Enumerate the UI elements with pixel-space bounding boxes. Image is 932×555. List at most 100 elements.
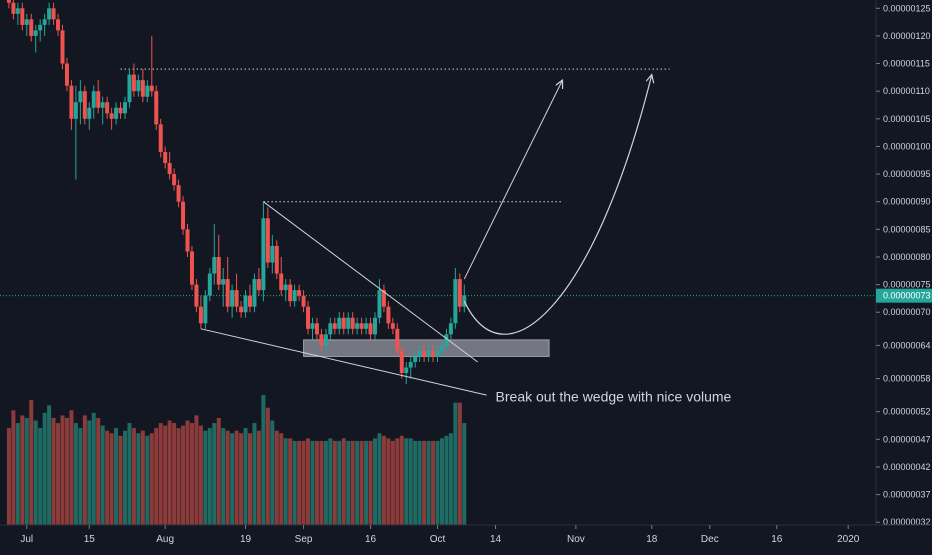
candle (6, 0, 11, 9)
candle-body (243, 295, 248, 313)
candle-body (444, 334, 449, 346)
candle-body (33, 30, 38, 36)
time-tick-label: Nov (567, 534, 585, 545)
candle-body (404, 367, 409, 374)
volume-bar (453, 402, 458, 525)
volume-bar (149, 433, 154, 525)
candle-body (42, 19, 47, 25)
volume-bar (96, 417, 101, 525)
volume-bar (11, 410, 16, 525)
price-axis-background (876, 0, 932, 550)
candle-body (167, 163, 172, 175)
candle (38, 19, 43, 42)
volume-bar (435, 440, 440, 525)
volume-bar (314, 440, 319, 525)
candle (82, 85, 87, 125)
volume-bar (243, 428, 248, 525)
candle-body (435, 350, 440, 357)
volume-bar (216, 417, 221, 525)
candle-body (377, 290, 382, 318)
volume-bar (274, 430, 279, 525)
candle (78, 80, 83, 125)
wedge-upper-line (263, 201, 478, 363)
price-axis: 0.00000125 0.00000120 0.00000115 0.00000110… (875, 0, 932, 550)
volume-bar (234, 430, 239, 525)
volume-bar (279, 433, 284, 525)
volume-bar (301, 440, 306, 525)
volume-bar (239, 433, 244, 525)
candle (274, 240, 279, 280)
candle (221, 268, 226, 307)
volume-bar (181, 425, 186, 525)
volume-bar (158, 423, 163, 525)
volume-bar (368, 440, 373, 525)
candle (239, 301, 244, 318)
price-tick-label: 0.00000052 (883, 407, 931, 417)
volume-bar (207, 428, 212, 525)
candle (154, 85, 159, 130)
volume-bar (38, 428, 43, 525)
candle (136, 74, 141, 97)
volume-bar (6, 428, 11, 525)
candle (453, 268, 458, 329)
candle (395, 323, 400, 357)
candle-body (422, 350, 427, 357)
price-tick-label: 0.00000042 (883, 462, 931, 472)
volume-bar (114, 428, 119, 525)
candle (109, 107, 114, 130)
volume-bars (6, 395, 467, 525)
volume-bar (230, 433, 235, 525)
current-price-label: 0.00000073 (883, 291, 931, 301)
candle-body (60, 30, 65, 64)
volume-bar (212, 423, 217, 525)
candle (261, 201, 266, 302)
candle (127, 69, 132, 108)
candle-body (256, 279, 261, 291)
candle-body (417, 350, 422, 357)
price-tick-label: 0.00000100 (883, 141, 931, 151)
candle (194, 279, 199, 313)
candle-body (105, 102, 110, 114)
candle (24, 13, 29, 36)
candle-body (274, 245, 279, 274)
candle (131, 63, 136, 97)
volume-bar (118, 435, 123, 525)
candle (47, 2, 52, 25)
candle (288, 279, 293, 307)
candle (359, 317, 364, 335)
candle (11, 0, 16, 20)
volume-bar (221, 428, 226, 525)
volume-bar (194, 415, 199, 525)
price-tick-label: 0.00000032 (883, 517, 931, 527)
candle (225, 256, 230, 313)
volume-bar (69, 410, 74, 525)
candle-body (140, 80, 145, 97)
price-tick-label: 0.00000090 (883, 197, 931, 207)
candle-body (64, 63, 69, 86)
candle (167, 151, 172, 180)
candle-body (332, 323, 337, 329)
candle-body (20, 8, 25, 25)
candle (248, 284, 252, 313)
candle (399, 345, 404, 379)
candle-body (172, 174, 177, 186)
candle-body (212, 256, 217, 274)
candle-body (426, 350, 431, 357)
candle (373, 312, 377, 340)
time-tick-label: 2020 (837, 534, 860, 545)
candle-body (408, 361, 413, 368)
candle (328, 317, 333, 340)
candle-body (234, 290, 239, 307)
candle (189, 245, 194, 291)
volume-bar (127, 423, 132, 525)
candle (381, 284, 386, 313)
volume-bar (33, 420, 38, 525)
volume-bar (457, 402, 462, 525)
candle (332, 317, 337, 335)
candle (314, 317, 319, 340)
candle (172, 168, 177, 191)
volume-bar (422, 440, 427, 525)
candle-body (439, 345, 444, 351)
candle-body (350, 317, 355, 329)
